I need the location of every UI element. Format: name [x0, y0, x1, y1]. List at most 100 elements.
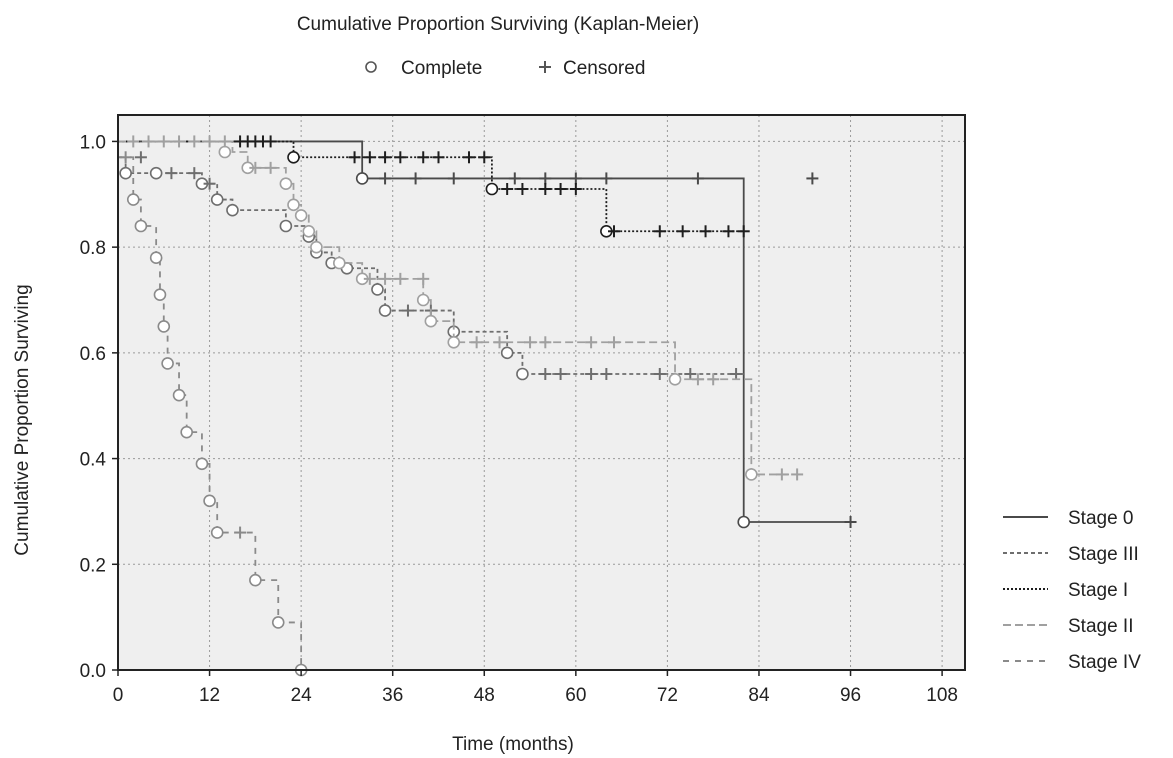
- complete-point: [371, 283, 384, 296]
- censored-point: [607, 225, 620, 238]
- y-tick-label: 0.2: [80, 555, 106, 576]
- censored-point: [447, 172, 460, 185]
- censored-point: [203, 135, 216, 148]
- censored-point: [707, 373, 720, 386]
- censored-point: [676, 225, 689, 238]
- censored-point: [478, 151, 491, 164]
- complete-point: [279, 219, 293, 233]
- series-line: [118, 156, 303, 670]
- censored-point: [188, 167, 201, 180]
- censored-point: [730, 368, 743, 380]
- complete-point: [119, 166, 132, 180]
- censored-point: [554, 368, 567, 380]
- censored-point: [173, 135, 186, 148]
- legend-label: Stage 0: [1068, 508, 1134, 529]
- complete-point: [279, 177, 293, 191]
- complete-point: [287, 150, 300, 164]
- censored-point: [539, 368, 552, 380]
- censored-point: [569, 183, 582, 195]
- censored-point: [600, 368, 613, 380]
- complete-point: [447, 335, 461, 349]
- censored-point: [691, 172, 704, 185]
- series-stage-iv: [118, 151, 308, 677]
- complete-point: [310, 240, 323, 254]
- complete-point: [149, 251, 163, 265]
- censored-point: [188, 135, 201, 148]
- censored-point: [417, 151, 430, 164]
- complete-point: [180, 425, 193, 439]
- x-tick-label: 60: [565, 685, 586, 706]
- censored-point: [691, 373, 704, 386]
- censored-point: [134, 151, 147, 164]
- complete-point: [355, 172, 369, 185]
- censored-point: [409, 172, 422, 185]
- complete-point: [203, 494, 216, 508]
- complete-marker-icon: [365, 61, 377, 73]
- complete-point: [249, 573, 262, 587]
- complete-point: [126, 193, 140, 206]
- censored-point: [600, 172, 613, 185]
- legend-label: Stage IV: [1068, 652, 1141, 673]
- censored-point: [653, 225, 666, 238]
- censored-marker-icon: [539, 61, 551, 73]
- complete-point: [516, 367, 529, 381]
- y-tick-label: 0.0: [80, 661, 106, 682]
- marker-legend-complete-label: Complete: [401, 58, 482, 79]
- censored-point: [806, 172, 819, 185]
- censored-point: [501, 183, 514, 195]
- legend-item-stage-ii: Stage II: [1003, 616, 1134, 637]
- complete-point: [287, 198, 300, 212]
- censored-point: [165, 167, 178, 180]
- x-tick-label: 36: [382, 685, 403, 706]
- complete-point: [332, 256, 346, 270]
- legend-label: Stage I: [1068, 580, 1128, 601]
- censored-point: [157, 135, 170, 148]
- x-tick-label: 84: [748, 685, 770, 706]
- legend-label: Stage II: [1068, 616, 1134, 637]
- complete-point: [424, 314, 438, 328]
- censored-point: [363, 151, 376, 164]
- censored-point: [363, 272, 376, 285]
- x-tick-label: 0: [113, 685, 124, 706]
- censored-point: [234, 526, 247, 539]
- x-tick-label: 12: [199, 685, 220, 706]
- x-axis-ticks: 0 12 24 36 48 60 72 84 96 108: [113, 670, 958, 706]
- complete-point: [378, 304, 392, 317]
- censored-point: [607, 336, 620, 349]
- complete-point: [153, 288, 167, 302]
- complete-point: [226, 203, 239, 217]
- plot-area: [118, 115, 965, 670]
- censored-point: [585, 368, 598, 380]
- complete-point: [218, 145, 232, 159]
- censored-point: [516, 183, 529, 195]
- x-tick-label: 72: [657, 685, 678, 706]
- complete-point: [172, 388, 186, 402]
- censored-point: [119, 151, 132, 164]
- censored-point: [844, 516, 857, 528]
- x-axis-label: Time (months): [452, 734, 574, 755]
- y-tick-label: 0.6: [80, 344, 106, 365]
- y-axis-label: Cumulative Proportion Surviving: [12, 284, 33, 555]
- legend-item-stage-iv: Stage IV: [1003, 652, 1141, 673]
- complete-point: [134, 219, 148, 233]
- censored-point: [142, 135, 155, 148]
- censored-point: [203, 177, 216, 190]
- censored-point: [508, 172, 521, 185]
- censored-point: [722, 225, 735, 238]
- x-tick-label: 108: [926, 685, 958, 706]
- censored-point: [775, 468, 788, 481]
- y-tick-label: 0.4: [80, 450, 107, 471]
- censored-point: [379, 151, 392, 164]
- censored-point: [127, 135, 140, 148]
- censored-point: [585, 336, 598, 349]
- censored-point: [539, 172, 552, 185]
- x-tick-label: 24: [291, 685, 313, 706]
- censored-point: [554, 183, 567, 195]
- censored-point: [684, 368, 697, 380]
- chart-title: Cumulative Proportion Surviving (Kaplan-…: [297, 14, 699, 35]
- complete-point: [210, 526, 224, 539]
- y-tick-label: 0.8: [80, 238, 106, 259]
- x-tick-label: 48: [474, 685, 495, 706]
- complete-point: [500, 346, 514, 360]
- censored-point: [417, 272, 430, 285]
